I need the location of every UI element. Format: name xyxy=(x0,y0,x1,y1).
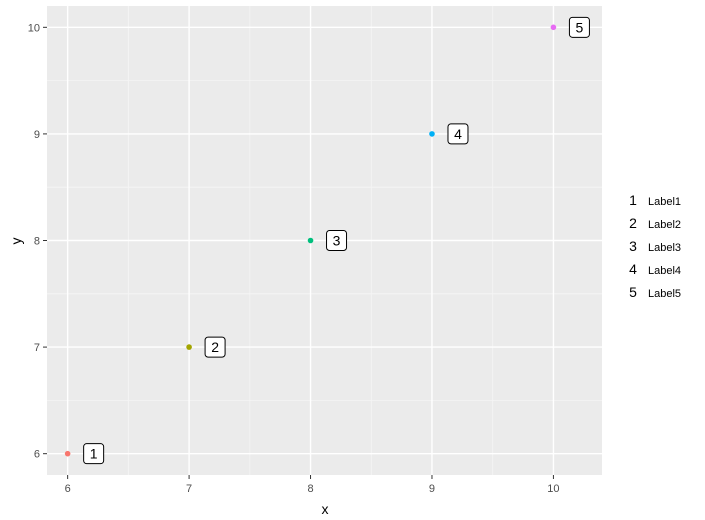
point-label-text: 5 xyxy=(576,19,584,35)
point-label: 3 xyxy=(326,230,348,251)
point-label: 2 xyxy=(204,336,226,358)
legend-item: 3 Label3 xyxy=(629,238,681,254)
point-label-box xyxy=(204,336,226,358)
data-point xyxy=(186,344,192,350)
x-tick-label: 9 xyxy=(429,483,435,495)
legend-label: Label5 xyxy=(648,288,681,300)
x-tick-label: 6 xyxy=(65,483,71,495)
y-axis-tick-labels: 6 7 8 9 10 xyxy=(28,22,40,460)
point-labels: 1 2 3 4 5 xyxy=(83,16,590,465)
point-label-text: 3 xyxy=(333,233,341,249)
point-label-text: 1 xyxy=(90,446,98,462)
point-label: 5 xyxy=(568,16,590,38)
point-label-box xyxy=(568,16,590,38)
y-tick-label: 9 xyxy=(34,129,40,141)
data-point xyxy=(429,131,435,137)
data-point xyxy=(550,24,557,31)
axis-ticks xyxy=(43,26,554,479)
x-tick-label: 8 xyxy=(307,483,313,495)
point-label: 4 xyxy=(447,123,469,145)
legend-key: 2 xyxy=(629,215,637,231)
data-point xyxy=(64,450,71,457)
legend-label: Label3 xyxy=(648,242,681,254)
y-tick-label: 8 xyxy=(34,236,40,248)
point-label-text: 2 xyxy=(211,339,219,355)
x-axis-title: x xyxy=(322,501,329,517)
data-point xyxy=(307,237,314,244)
legend-item: 4 Label4 xyxy=(629,261,681,277)
legend: 1 Label1 2 Label2 3 Label3 4 Label4 5 Label5 xyxy=(629,192,681,300)
y-tick-label: 6 xyxy=(34,449,40,461)
x-tick-label: 7 xyxy=(186,483,192,495)
y-tick-label: 7 xyxy=(34,342,40,354)
point-label-text: 4 xyxy=(454,126,462,142)
legend-key: 5 xyxy=(629,284,637,300)
data-points xyxy=(64,24,557,457)
point-label-box xyxy=(447,123,469,145)
point-label-box xyxy=(83,443,105,465)
legend-label: Label1 xyxy=(648,196,681,208)
point-label: 1 xyxy=(83,443,105,465)
legend-label: Label2 xyxy=(648,219,681,231)
y-tick-label: 10 xyxy=(28,22,40,34)
legend-label: Label4 xyxy=(648,265,681,277)
legend-item: 5 Label5 xyxy=(629,284,681,300)
point-label-box xyxy=(326,230,348,251)
x-axis-tick-labels: 6 7 8 9 10 xyxy=(65,483,560,495)
x-tick-label: 10 xyxy=(547,483,559,495)
legend-key: 4 xyxy=(629,261,637,277)
legend-key: 1 xyxy=(629,192,637,208)
legend-item: 1 Label1 xyxy=(629,192,681,208)
legend-key: 3 xyxy=(629,238,637,254)
y-axis-title: y xyxy=(8,238,24,245)
legend-item: 2 Label2 xyxy=(629,215,681,231)
